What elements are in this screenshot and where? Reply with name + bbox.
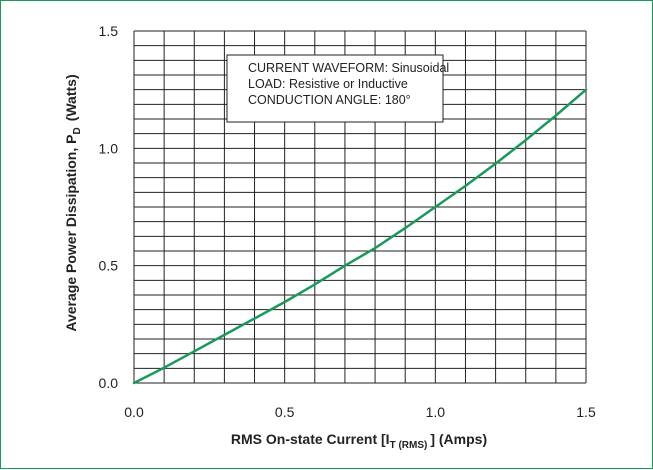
- x-axis-title-suffix: ] (Amps): [430, 431, 487, 447]
- y-tick-label: 0.5: [99, 258, 119, 274]
- y-tick-label: 0.0: [99, 375, 119, 391]
- x-tick-label: 1.0: [426, 404, 446, 420]
- x-axis-title-subscript: T (RMS): [390, 440, 428, 451]
- series-layer: [132, 88, 588, 385]
- annotation-line-3: CONDUCTION ANGLE: 180°: [248, 93, 411, 107]
- y-axis-title-suffix: (Watts): [63, 74, 79, 121]
- series-line: [132, 88, 588, 385]
- x-tick-label: 0.5: [275, 404, 295, 420]
- annotation-box: [226, 54, 444, 123]
- annotation-line-2: LOAD: Resistive or Inductive: [248, 77, 408, 91]
- y-axis-title-prefix: Average Power Dissipation, P: [63, 135, 79, 332]
- x-tick-labels: 0.0 0.5 1.0 1.5: [124, 404, 596, 420]
- x-axis-title-prefix: RMS On-state Current [I: [231, 431, 390, 447]
- annotation-line-1: CURRENT WAVEFORM: Sinusoidal: [248, 61, 449, 75]
- y-axis-title-subscript: D: [72, 127, 83, 134]
- x-axis-title: RMS On-state Current [IT (RMS)] (Amps): [231, 431, 487, 451]
- y-axis-title: Average Power Dissipation, PD (Watts): [63, 74, 83, 331]
- y-tick-label: 1.0: [99, 140, 119, 156]
- y-tick-label: 1.5: [99, 23, 119, 39]
- y-tick-labels: 0.0 0.5 1.0 1.5: [99, 23, 119, 391]
- x-tick-label: 1.5: [576, 404, 596, 420]
- x-tick-label: 0.0: [124, 404, 144, 420]
